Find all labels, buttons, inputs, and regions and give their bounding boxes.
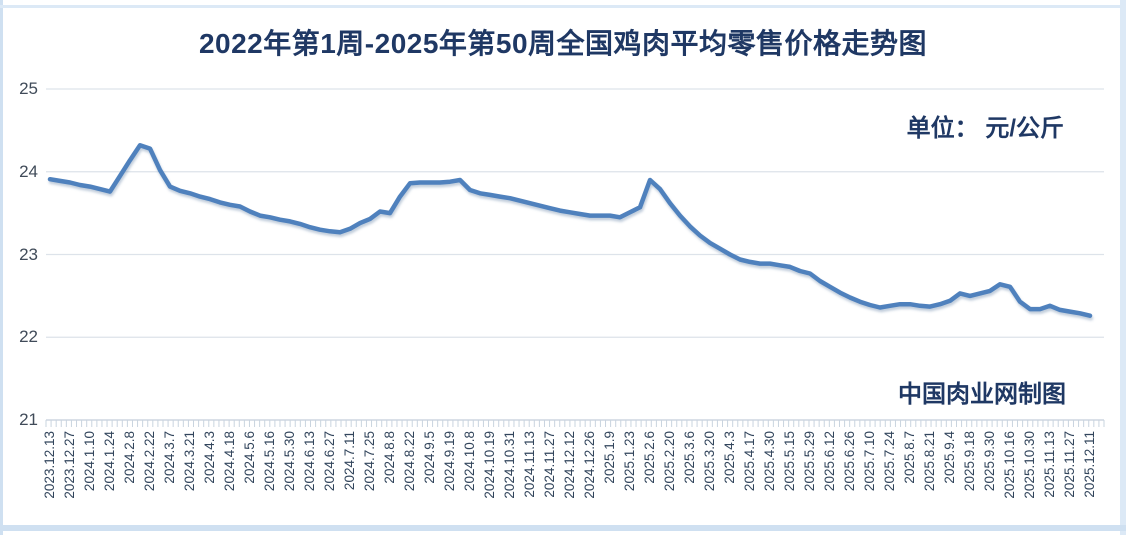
x-axis-tick-label: 2024.9.5 bbox=[422, 431, 437, 484]
x-axis-tick-label: 2025.11.13 bbox=[1042, 431, 1057, 498]
y-axis-tick-label: 24 bbox=[19, 161, 38, 181]
page-border-left bbox=[0, 0, 3, 535]
x-axis-tick-label: 2025.8.21 bbox=[922, 431, 937, 492]
y-axis-tick-label: 22 bbox=[19, 327, 38, 347]
x-axis-tick-label: 2025.7.10 bbox=[862, 431, 877, 492]
x-axis-tick-label: 2025.10.30 bbox=[1022, 431, 1037, 499]
x-axis-tick-label: 2025.2.6 bbox=[642, 431, 657, 484]
x-axis-tick-label: 2024.11.13 bbox=[522, 431, 537, 498]
x-axis-tick-label: 2024.8.8 bbox=[382, 431, 397, 484]
x-axis-tick-label: 2025.9.30 bbox=[982, 431, 997, 492]
x-axis-tick-label: 2024.3.7 bbox=[162, 431, 177, 484]
price-series-line bbox=[47, 143, 1093, 318]
x-axis-tick-label: 2025.9.18 bbox=[962, 431, 977, 492]
x-axis-tick-label: 2025.3.20 bbox=[702, 431, 717, 492]
x-axis-tick-label: 2024.7.25 bbox=[362, 431, 377, 492]
x-axis-tick-label: 2024.10.31 bbox=[502, 431, 517, 499]
x-axis-tick-label: 2025.9.4 bbox=[942, 431, 957, 484]
x-axis-tick-label: 2025.5.15 bbox=[782, 431, 797, 492]
x-axis-tick-label: 2025.1.9 bbox=[602, 431, 617, 484]
x-axis-tick-label: 2024.5.6 bbox=[242, 431, 257, 484]
x-axis-tick-label: 2025.4.17 bbox=[742, 431, 757, 492]
x-axis-tick-label: 2025.1.23 bbox=[622, 431, 637, 492]
chart-title: 2022年第1周-2025年第50周全国鸡肉平均零售价格走势图 bbox=[198, 28, 928, 59]
x-axis-tick-label: 2024.4.3 bbox=[202, 431, 217, 484]
x-axis-tick-label: 2024.11.27 bbox=[542, 431, 557, 498]
x-axis-tick-label: 2025.11.27 bbox=[1062, 431, 1077, 498]
x-axis-tick-label: 2024.2.8 bbox=[122, 431, 137, 484]
x-axis-tick-label: 2025.2.20 bbox=[662, 431, 677, 492]
page-border-bottom bbox=[0, 525, 1126, 531]
x-axis-tick-label: 2024.1.24 bbox=[102, 431, 117, 492]
x-axis-tick-label: 2024.4.18 bbox=[222, 431, 237, 492]
x-axis-tick-label: 2025.5.29 bbox=[802, 431, 817, 492]
page-border-right bbox=[1120, 0, 1126, 535]
x-axis-tick-label: 2025.6.12 bbox=[822, 431, 837, 492]
x-axis-tick-label: 2024.10.19 bbox=[482, 431, 497, 499]
x-axis-tick-label: 2024.6.13 bbox=[302, 431, 317, 492]
x-axis-tick-label: 2024.9.19 bbox=[442, 431, 457, 492]
x-axis-tick-label: 2025.7.24 bbox=[882, 431, 897, 492]
y-axis-tick-label: 21 bbox=[19, 410, 38, 429]
x-axis-tick-label: 2024.2.22 bbox=[142, 431, 157, 492]
y-axis-tick-label: 23 bbox=[19, 244, 38, 264]
x-axis-tick-label: 2024.10.8 bbox=[462, 431, 477, 492]
x-axis-tick-label: 2025.8.7 bbox=[902, 431, 917, 484]
x-axis-ticks bbox=[45, 420, 1105, 427]
x-axis-tick-label: 2025.6.26 bbox=[842, 431, 857, 492]
x-axis-tick-label: 2024.3.21 bbox=[182, 431, 197, 492]
x-axis-tick-label: 2025.12.11 bbox=[1082, 431, 1097, 498]
source-label: 中国肉业网制图 bbox=[898, 381, 1066, 408]
x-axis-tick-label: 2025.10.16 bbox=[1002, 431, 1017, 499]
x-axis-tick-label: 2025.3.6 bbox=[682, 431, 697, 484]
page-border-top bbox=[0, 5, 1126, 8]
x-axis-tick-label: 2024.5.30 bbox=[282, 431, 297, 492]
y-axis-tick-label: 25 bbox=[19, 79, 38, 98]
x-axis-tick-label: 2024.12.12 bbox=[562, 431, 577, 499]
x-axis-tick-label: 2023.12.13 bbox=[42, 431, 57, 499]
x-axis-tick-label: 2024.6.27 bbox=[322, 431, 337, 492]
x-axis-tick-label: 2024.5.16 bbox=[262, 431, 277, 492]
x-axis-tick-label: 2024.7.11 bbox=[342, 431, 357, 491]
x-axis-tick-label: 2024.8.22 bbox=[402, 431, 417, 492]
x-axis-tick-label: 2024.12.26 bbox=[582, 431, 597, 499]
x-axis-tick-label: 2023.12.27 bbox=[62, 431, 77, 499]
x-axis-tick-label: 2025.4.3 bbox=[722, 431, 737, 484]
x-axis-tick-label: 2024.1.10 bbox=[82, 431, 97, 492]
x-axis-tick-label: 2025.4.30 bbox=[762, 431, 777, 492]
unit-label: 单位： 元/公斤 bbox=[906, 115, 1064, 142]
